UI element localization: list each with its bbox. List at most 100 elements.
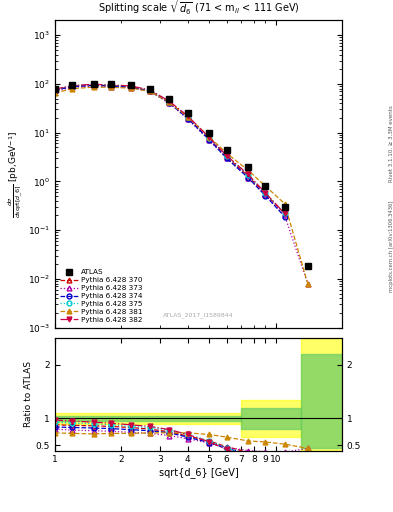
Pythia 6.428 373 xyxy=(92,83,96,89)
Line: Pythia 6.428 373: Pythia 6.428 373 xyxy=(53,83,310,286)
Pythia 6.428 382 xyxy=(109,82,114,88)
Pythia 6.428 375 xyxy=(263,190,268,197)
Legend: ATLAS, Pythia 6.428 370, Pythia 6.428 373, Pythia 6.428 374, Pythia 6.428 375, P: ATLAS, Pythia 6.428 370, Pythia 6.428 37… xyxy=(59,268,144,324)
Text: Splitting scale $\sqrt{\overline{d_6}}$ (71 < m$_{ll}$ < 111 GeV): Splitting scale $\sqrt{\overline{d_6}}$ … xyxy=(97,0,299,17)
Pythia 6.428 382 xyxy=(246,171,250,177)
Pythia 6.428 375 xyxy=(167,99,172,105)
Line: Pythia 6.428 382: Pythia 6.428 382 xyxy=(53,82,287,216)
Pythia 6.428 381 xyxy=(224,150,229,156)
Pythia 6.428 374 xyxy=(167,100,172,106)
ATLAS xyxy=(109,81,114,87)
Line: Pythia 6.428 375: Pythia 6.428 375 xyxy=(53,82,287,216)
Pythia 6.428 381 xyxy=(128,85,133,91)
Pythia 6.428 373 xyxy=(53,89,57,95)
Pythia 6.428 374 xyxy=(282,214,287,220)
ATLAS xyxy=(305,263,310,269)
Pythia 6.428 374 xyxy=(109,83,114,89)
Pythia 6.428 374 xyxy=(246,175,250,181)
Pythia 6.428 374 xyxy=(224,155,229,161)
Pythia 6.428 370 xyxy=(109,82,114,89)
Pythia 6.428 382 xyxy=(53,86,57,92)
Pythia 6.428 370 xyxy=(185,115,190,121)
Pythia 6.428 375 xyxy=(109,82,114,88)
ATLAS xyxy=(224,146,229,153)
X-axis label: sqrt{d_6} [GeV]: sqrt{d_6} [GeV] xyxy=(159,467,238,478)
Pythia 6.428 382 xyxy=(185,113,190,119)
Pythia 6.428 381 xyxy=(207,134,211,140)
Pythia 6.428 370 xyxy=(246,173,250,179)
Pythia 6.428 373 xyxy=(167,100,172,106)
Pythia 6.428 382 xyxy=(263,190,268,196)
Pythia 6.428 374 xyxy=(207,137,211,143)
Pythia 6.428 370 xyxy=(224,154,229,160)
Pythia 6.428 370 xyxy=(282,210,287,217)
Pythia 6.428 382 xyxy=(282,210,287,217)
Pythia 6.428 373 xyxy=(246,175,250,181)
ATLAS xyxy=(207,130,211,136)
Pythia 6.428 381 xyxy=(148,89,152,95)
Pythia 6.428 373 xyxy=(224,155,229,161)
Pythia 6.428 381 xyxy=(167,99,172,105)
ATLAS xyxy=(246,164,250,170)
Pythia 6.428 374 xyxy=(185,115,190,121)
Pythia 6.428 374 xyxy=(53,87,57,93)
Pythia 6.428 370 xyxy=(53,87,57,93)
ATLAS xyxy=(263,183,268,189)
Pythia 6.428 370 xyxy=(148,88,152,94)
Pythia 6.428 370 xyxy=(263,191,268,197)
Pythia 6.428 375 xyxy=(70,82,75,89)
ATLAS xyxy=(53,86,57,92)
Pythia 6.428 370 xyxy=(70,83,75,89)
ATLAS xyxy=(70,82,75,88)
ATLAS xyxy=(148,86,152,92)
Pythia 6.428 375 xyxy=(185,114,190,120)
Pythia 6.428 382 xyxy=(128,83,133,89)
Y-axis label: Ratio to ATLAS: Ratio to ATLAS xyxy=(24,361,33,427)
Pythia 6.428 381 xyxy=(246,167,250,173)
Pythia 6.428 373 xyxy=(185,116,190,122)
Text: mcplots.cern.ch [arXiv:1306.3436]: mcplots.cern.ch [arXiv:1306.3436] xyxy=(389,200,393,291)
Line: Pythia 6.428 370: Pythia 6.428 370 xyxy=(53,82,287,216)
Pythia 6.428 374 xyxy=(148,88,152,94)
Line: Pythia 6.428 381: Pythia 6.428 381 xyxy=(53,84,310,286)
Pythia 6.428 381 xyxy=(185,114,190,120)
ATLAS xyxy=(167,96,172,102)
Pythia 6.428 373 xyxy=(148,89,152,95)
Pythia 6.428 374 xyxy=(263,193,268,199)
Pythia 6.428 375 xyxy=(246,172,250,178)
Pythia 6.428 375 xyxy=(207,135,211,141)
Pythia 6.428 375 xyxy=(282,210,287,217)
Pythia 6.428 381 xyxy=(92,84,96,90)
Text: ATLAS_2017_I1589844: ATLAS_2017_I1589844 xyxy=(163,313,234,318)
Pythia 6.428 373 xyxy=(207,137,211,143)
Pythia 6.428 381 xyxy=(109,84,114,91)
Pythia 6.428 370 xyxy=(128,83,133,90)
Pythia 6.428 373 xyxy=(70,84,75,91)
Pythia 6.428 381 xyxy=(263,183,268,189)
Pythia 6.428 370 xyxy=(92,82,96,88)
ATLAS xyxy=(185,110,190,116)
Pythia 6.428 382 xyxy=(92,81,96,88)
Pythia 6.428 382 xyxy=(167,98,172,104)
Pythia 6.428 373 xyxy=(109,83,114,90)
Pythia 6.428 374 xyxy=(128,84,133,90)
Pythia 6.428 373 xyxy=(263,192,268,198)
Pythia 6.428 382 xyxy=(224,153,229,159)
Y-axis label: $\frac{d\sigma}{d\mathrm{sqrt}[d\_6]}$ [pb,GeV$^{-1}$]: $\frac{d\sigma}{d\mathrm{sqrt}[d\_6]}$ [… xyxy=(6,131,25,218)
Pythia 6.428 382 xyxy=(148,87,152,93)
ATLAS xyxy=(282,204,287,210)
Pythia 6.428 373 xyxy=(305,281,310,287)
Pythia 6.428 381 xyxy=(70,86,75,92)
Pythia 6.428 370 xyxy=(167,99,172,105)
Pythia 6.428 381 xyxy=(53,90,57,96)
Text: Rivet 3.1.10, ≥ 3.3M events: Rivet 3.1.10, ≥ 3.3M events xyxy=(389,105,393,182)
Pythia 6.428 381 xyxy=(282,201,287,207)
Pythia 6.428 370 xyxy=(207,136,211,142)
ATLAS xyxy=(128,82,133,88)
Pythia 6.428 375 xyxy=(224,153,229,159)
ATLAS xyxy=(92,81,96,87)
Pythia 6.428 373 xyxy=(282,212,287,219)
Pythia 6.428 374 xyxy=(92,82,96,89)
Pythia 6.428 381 xyxy=(305,281,310,287)
Pythia 6.428 374 xyxy=(70,83,75,90)
